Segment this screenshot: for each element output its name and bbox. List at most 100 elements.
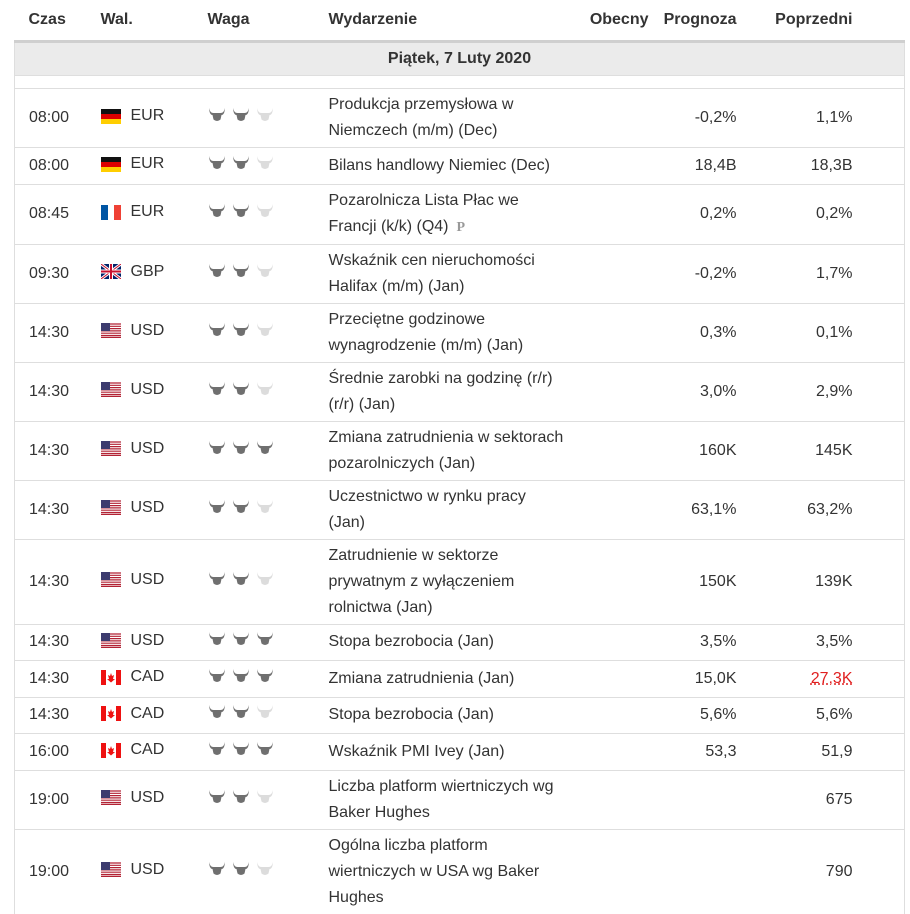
importance bbox=[208, 667, 274, 683]
forecast-cell: 15,0K bbox=[650, 660, 746, 697]
event-cell: Ogólna liczba platform wiertniczych w US… bbox=[318, 828, 573, 914]
previous: 27,3K bbox=[810, 669, 853, 687]
filler bbox=[860, 623, 905, 661]
bull bbox=[232, 571, 249, 585]
forecast-cell: -0,2% bbox=[650, 243, 746, 303]
bull bbox=[256, 571, 273, 585]
flag-icon bbox=[100, 156, 121, 172]
importance-icon bbox=[232, 440, 249, 454]
previous-cell: 27,3K bbox=[745, 660, 861, 697]
importance bbox=[208, 788, 274, 804]
currency: EUR bbox=[100, 151, 164, 177]
time: 14:30 bbox=[14, 538, 101, 624]
currency-code: USD bbox=[130, 380, 165, 398]
importance bbox=[208, 498, 274, 514]
filler bbox=[860, 302, 905, 362]
event-cell: Średnie zarobki na godzinę (r/r) (r/r) (… bbox=[318, 361, 573, 421]
importance-icon bbox=[208, 381, 225, 395]
time: 14:30 bbox=[14, 361, 101, 421]
importance-icon bbox=[232, 705, 249, 719]
flag-icon bbox=[100, 790, 121, 806]
currency-cell: CAD bbox=[100, 660, 196, 697]
flag-icon bbox=[100, 382, 121, 398]
importance-icon bbox=[256, 789, 273, 803]
table-body: Piątek, 7 Luty 2020 08:00 EUR Produkcja pr… bbox=[14, 41, 905, 914]
actual bbox=[572, 147, 651, 184]
bull bbox=[208, 705, 225, 719]
currency-code: CAD bbox=[130, 668, 165, 685]
previous-cell: 63,2% bbox=[745, 479, 861, 539]
forecast: 150K bbox=[699, 572, 737, 590]
event: Bilans handlowy Niemiec (Dec) bbox=[329, 153, 567, 179]
flag-icon bbox=[100, 669, 121, 685]
bull bbox=[256, 108, 273, 121]
event: Uczestnictwo w rynku pracy (Jan) bbox=[329, 484, 567, 536]
currency: USD bbox=[100, 318, 164, 344]
bull bbox=[208, 381, 225, 395]
importance bbox=[208, 380, 274, 396]
bull bbox=[256, 705, 273, 719]
currency-code: USD bbox=[130, 439, 165, 457]
time: 14:30 bbox=[14, 420, 101, 480]
bull bbox=[256, 263, 273, 277]
bull bbox=[256, 499, 273, 513]
column-header: Czas bbox=[14, 0, 101, 43]
importance-icon bbox=[256, 741, 273, 755]
filler bbox=[860, 183, 905, 244]
bull bbox=[208, 204, 225, 217]
currency-code: EUR bbox=[130, 203, 165, 221]
event-name: Stopa bezrobocia (Jan) bbox=[328, 706, 494, 724]
event-row: 08:45 EUR Pozarolnicza Lista Płac we Franc… bbox=[14, 183, 905, 244]
importance bbox=[208, 439, 274, 455]
actual bbox=[572, 623, 651, 661]
flag-icon bbox=[100, 862, 121, 878]
importance bbox=[208, 202, 274, 218]
importance-cell bbox=[195, 733, 319, 770]
previous: 790 bbox=[825, 862, 853, 880]
importance-icon bbox=[208, 861, 225, 875]
filler bbox=[860, 361, 905, 421]
importance-icon bbox=[232, 632, 249, 646]
event-row: 09:30 GBP Wskaźnik cen nieruchomości Halif… bbox=[14, 243, 905, 303]
event-row: 14:30 USD Stopa bezrobocia (Jan) 3,5% 3,5% bbox=[14, 623, 905, 661]
bull bbox=[208, 322, 225, 336]
forecast: 63,1% bbox=[691, 500, 737, 518]
previous: 2,9% bbox=[816, 382, 853, 400]
event-name: Zmiana zatrudnienia w sektorach pozaroln… bbox=[328, 428, 564, 472]
event-row: 14:30 CAD Stopa bezrobocia (Jan) 5,6% 5,6% bbox=[14, 696, 905, 734]
currency-code: USD bbox=[130, 860, 165, 878]
column-header: Obecny bbox=[572, 0, 651, 43]
bull bbox=[232, 789, 249, 803]
importance bbox=[208, 106, 274, 122]
currency: USD bbox=[100, 377, 165, 403]
event: Liczba platform wiertniczych wg Baker Hu… bbox=[329, 774, 567, 826]
forecast-cell: 63,1% bbox=[650, 479, 746, 539]
previous-cell: 5,6% bbox=[745, 696, 861, 734]
previous: 3,5% bbox=[816, 633, 853, 651]
currency-cell: USD bbox=[100, 538, 196, 624]
event-row: 16:00 CAD Wskaźnik PMI Ivey (Jan) 53,3 51,9 bbox=[14, 733, 905, 770]
importance-cell bbox=[195, 479, 319, 539]
currency-cell: USD bbox=[100, 361, 196, 421]
importance bbox=[208, 154, 274, 170]
event: Pozarolnicza Lista Płac we Francji (k/k)… bbox=[329, 188, 567, 241]
previous-cell: 675 bbox=[745, 769, 861, 829]
column-header: Prognoza bbox=[650, 0, 746, 43]
currency: CAD bbox=[100, 664, 165, 690]
bull bbox=[256, 155, 273, 169]
importance-icon bbox=[256, 263, 273, 277]
currency-cell: EUR bbox=[100, 147, 196, 184]
importance-cell bbox=[195, 696, 319, 734]
importance-icon bbox=[256, 571, 273, 585]
date-header: Piątek, 7 Luty 2020 bbox=[14, 41, 905, 76]
time: 08:45 bbox=[14, 183, 101, 244]
filler bbox=[860, 733, 905, 770]
bull bbox=[232, 381, 249, 395]
currency-cell: EUR bbox=[100, 183, 196, 244]
event-cell: Przeciętne godzinowe wynagrodzenie (m/m)… bbox=[318, 302, 573, 362]
filler bbox=[860, 769, 905, 829]
previous-cell: 18,3B bbox=[745, 147, 861, 184]
bull bbox=[232, 440, 249, 454]
event: Produkcja przemysłowa w Niemczech (m/m) … bbox=[329, 92, 567, 144]
bull bbox=[232, 499, 249, 513]
